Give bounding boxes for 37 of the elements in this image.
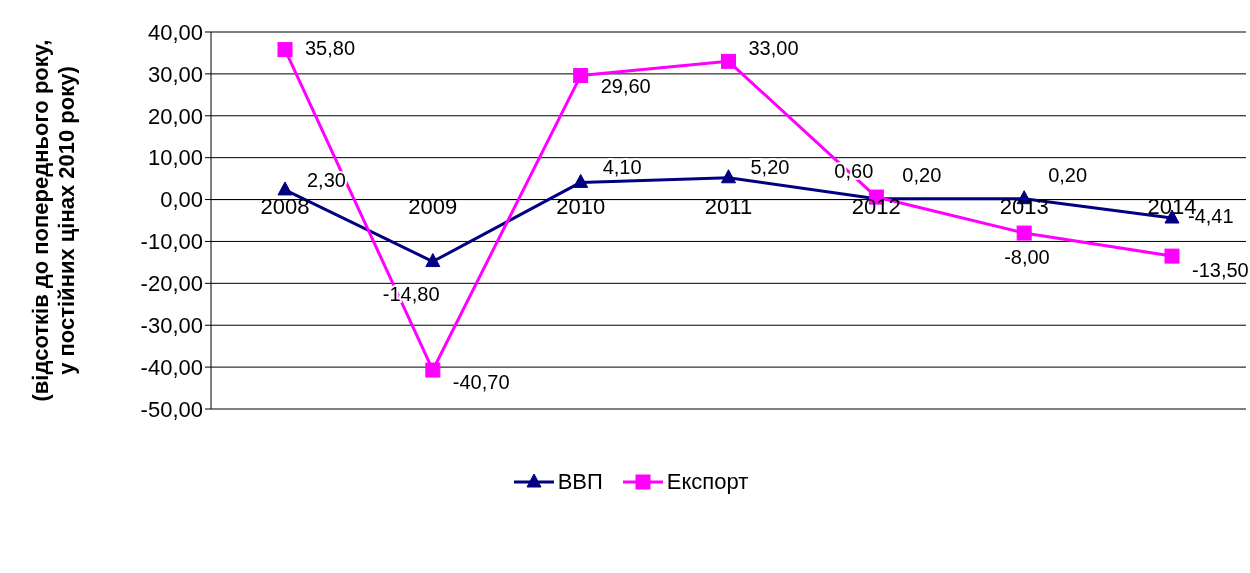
x-tick-label: 2013 bbox=[999, 193, 1049, 219]
point bbox=[573, 68, 589, 84]
data-label: 5,20 bbox=[750, 156, 790, 179]
x-tick-label: 2008 bbox=[260, 193, 310, 219]
y-tick-label: -10,00 bbox=[140, 229, 203, 255]
y-tick-label: -50,00 bbox=[140, 396, 203, 422]
data-label: 2,30 bbox=[307, 169, 346, 192]
data-label: -8,00 bbox=[1004, 246, 1050, 269]
data-label: 33,00 bbox=[748, 36, 799, 59]
point bbox=[1164, 248, 1180, 264]
point bbox=[425, 362, 441, 378]
data-label: 0,20 bbox=[1048, 164, 1088, 186]
y-tick-label: -30,00 bbox=[140, 313, 203, 339]
data-label: 0,20 bbox=[902, 164, 942, 186]
data-label: -40,70 bbox=[452, 371, 510, 394]
y-tick-label: 10,00 bbox=[147, 145, 203, 171]
y-axis-title: (відсотків до попереднього року, у постійних цінах 2010 року) bbox=[28, 39, 79, 402]
point bbox=[425, 253, 441, 268]
data-label: 35,80 bbox=[305, 36, 356, 59]
y-tick-label: 40,00 bbox=[147, 19, 203, 45]
point bbox=[277, 181, 293, 196]
point bbox=[721, 169, 736, 184]
legend-label: Експорт bbox=[666, 469, 749, 495]
data-label: 4,10 bbox=[602, 155, 642, 178]
x-tick-label: 2012 bbox=[851, 193, 901, 219]
point bbox=[573, 173, 589, 188]
point bbox=[277, 42, 293, 58]
y-tick-label: 30,00 bbox=[147, 61, 203, 87]
y-tick-label: -20,00 bbox=[140, 271, 203, 297]
y-tick-label: 0,00 bbox=[160, 187, 203, 213]
data-label: 29,60 bbox=[600, 74, 651, 97]
legend-label: ВВП bbox=[557, 469, 603, 495]
point bbox=[1016, 225, 1032, 241]
data-label: -13,50 bbox=[1192, 259, 1249, 282]
point bbox=[721, 53, 736, 69]
y-tick-label: 20,00 bbox=[147, 103, 203, 129]
y-tick-label: -40,00 bbox=[140, 354, 203, 380]
